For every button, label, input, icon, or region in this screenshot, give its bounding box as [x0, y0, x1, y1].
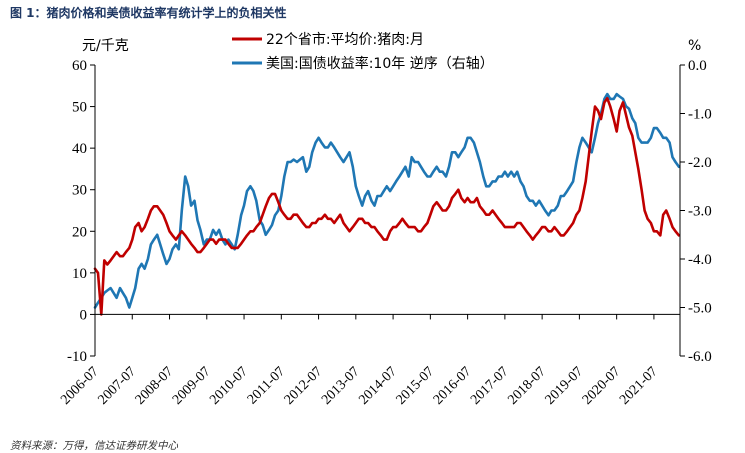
x-tick-label: 2008-07	[133, 364, 177, 408]
x-tick-label: 2016-07	[431, 364, 475, 408]
left-tick-label: 0	[80, 307, 88, 323]
left-tick-label: 10	[72, 266, 87, 282]
legend-label-pork: 22个省市:平均价:猪肉:月	[266, 31, 424, 48]
x-tick-label: 2019-07	[543, 364, 587, 408]
right-tick-label: 0.0	[688, 58, 707, 74]
source-note: 资料来源：万得，信达证券研发中心	[10, 440, 178, 452]
series-lines	[93, 92, 681, 316]
left-tick-label: -10	[67, 349, 87, 365]
x-tick-label: 2020-07	[580, 364, 624, 408]
x-tick-label: 2007-07	[95, 364, 139, 408]
legend: 22个省市:平均价:猪肉:月 美国:国债收益率:10年 逆序（右轴）	[232, 31, 494, 72]
x-tick-label: 2014-07	[356, 364, 400, 408]
x-axis-ticks: 2006-072007-072008-072009-072010-072011-…	[58, 314, 661, 408]
legend-label-treasury: 美国:国债收益率:10年 逆序（右轴）	[266, 55, 494, 72]
series-line-treasury-yield	[93, 92, 681, 309]
x-tick-label: 2018-07	[505, 364, 549, 408]
right-tick-label: -6.0	[688, 349, 712, 365]
left-axis-unit: 元/千克	[82, 38, 129, 54]
right-tick-label: -5.0	[688, 301, 712, 317]
left-tick-label: 20	[72, 224, 87, 240]
left-tick-label: 60	[72, 58, 87, 74]
left-tick-label: 40	[72, 141, 87, 157]
right-axis-ticks: -6.0 -5.0 -4.0 -3.0 -2.0 -1.0 0.0	[680, 58, 712, 365]
right-tick-label: -3.0	[688, 204, 712, 220]
left-axis-ticks: -10 0 10 20 30 40 50 60	[67, 58, 95, 365]
left-tick-label: 50	[72, 100, 87, 116]
right-tick-label: -2.0	[688, 155, 712, 171]
figure-title: 图 1：猪肉价格和美债收益率有统计学上的负相关性	[10, 6, 287, 20]
x-tick-label: 2011-07	[245, 364, 288, 407]
x-tick-label: 2012-07	[282, 364, 326, 408]
x-tick-label: 2006-07	[58, 364, 102, 408]
x-tick-label: 2013-07	[319, 364, 363, 408]
right-axis-unit: %	[688, 38, 701, 54]
x-tick-label: 2021-07	[617, 364, 661, 408]
right-tick-label: -1.0	[688, 107, 712, 123]
left-tick-label: 30	[72, 183, 87, 199]
x-tick-label: 2015-07	[394, 364, 438, 408]
x-tick-label: 2009-07	[170, 364, 214, 408]
x-tick-label: 2010-07	[207, 364, 251, 408]
right-tick-label: -4.0	[688, 252, 712, 268]
x-tick-label: 2017-07	[468, 364, 512, 408]
series-line-pork-price	[93, 97, 681, 316]
